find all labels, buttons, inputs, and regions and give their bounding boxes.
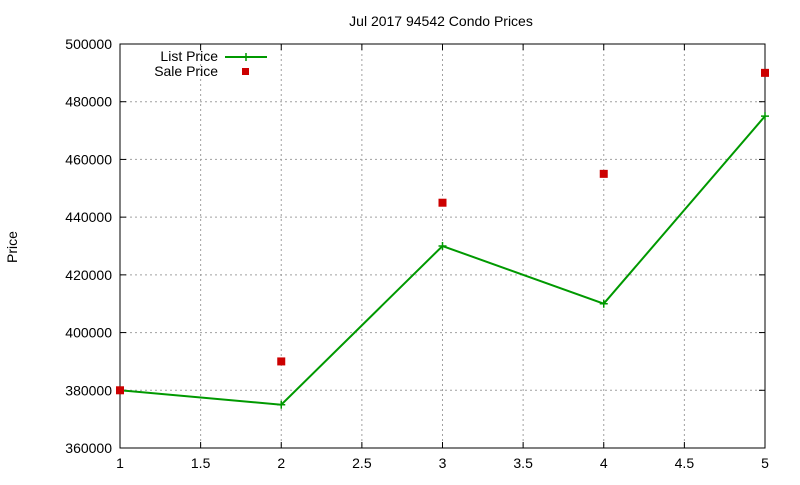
- legend-label-sale-price: Sale Price: [154, 63, 218, 79]
- data-point-list-price: [761, 112, 769, 121]
- y-tick-label: 400000: [65, 325, 112, 341]
- y-tick-label: 360000: [65, 440, 112, 456]
- x-tick-label: 4.5: [675, 455, 695, 471]
- x-tick-label: 5: [761, 455, 769, 471]
- data-point-list-price: [438, 242, 447, 250]
- data-point-list-price: [599, 299, 608, 308]
- legend-label-list-price: List Price: [160, 48, 218, 64]
- y-tick-label: 480000: [65, 94, 112, 110]
- legend-marker-sale-price: [242, 68, 249, 75]
- y-tick-label: 380000: [65, 382, 112, 398]
- data-point-sale-price: [761, 68, 769, 77]
- x-tick-label: 4: [600, 455, 608, 471]
- data-point-sale-price: [116, 386, 124, 395]
- x-tick-label: 2.5: [352, 455, 372, 471]
- y-tick-label: 440000: [65, 209, 112, 225]
- legend: List Price Sale Price: [154, 48, 267, 79]
- x-tick-label: 3.5: [513, 455, 533, 471]
- y-tick-label: 420000: [65, 267, 112, 283]
- data-point-sale-price: [599, 169, 608, 178]
- y-tick-label: 500000: [65, 36, 112, 52]
- axis-ticks: 1 1.5 2 2.5 3 3.5 4 4.5 5 360000 380000 400000 42000…: [65, 36, 769, 471]
- series: [116, 68, 769, 409]
- data-point-sale-price: [438, 198, 447, 207]
- x-tick-label: 2: [277, 455, 285, 471]
- y-axis-label: Price: [4, 231, 20, 263]
- x-tick-label: 1.5: [191, 455, 211, 471]
- x-tick-label: 1: [116, 455, 124, 471]
- chart-title: Jul 2017 94542 Condo Prices: [349, 13, 533, 29]
- x-tick-label: 3: [439, 455, 447, 471]
- legend-marker-list-price: [242, 53, 250, 61]
- y-tick-label: 460000: [65, 151, 112, 167]
- data-point-list-price: [277, 400, 286, 409]
- data-point-sale-price: [277, 357, 286, 366]
